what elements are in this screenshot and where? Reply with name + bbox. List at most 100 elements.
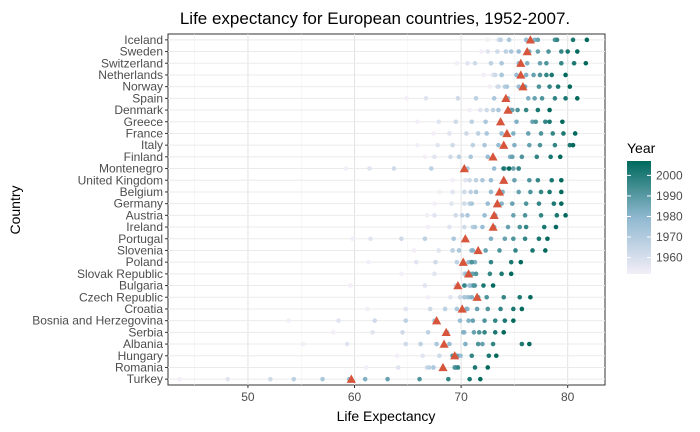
data-point: [515, 107, 520, 113]
data-point: [475, 131, 481, 136]
data-point: [523, 224, 529, 230]
data-point: [527, 341, 532, 347]
data-point: [552, 142, 558, 148]
data-point: [469, 259, 475, 265]
y-tick-label: Denmark: [114, 103, 164, 117]
mean-marker: [499, 175, 509, 184]
data-point: [547, 107, 552, 113]
y-tick-label: Germany: [114, 197, 163, 211]
data-point: [469, 353, 475, 359]
data-point: [451, 236, 456, 242]
data-point: [422, 154, 428, 160]
data-point: [291, 376, 297, 382]
y-tick-label: United Kingdom: [78, 173, 163, 187]
data-point: [455, 96, 461, 101]
y-tick-label: Albania: [123, 337, 163, 351]
data-point: [492, 72, 498, 78]
data-point: [496, 84, 501, 89]
mean-marker: [463, 269, 474, 278]
data-point: [527, 177, 532, 183]
data-point: [501, 294, 507, 300]
data-point: [368, 236, 373, 242]
data-point: [511, 131, 516, 136]
data-point: [499, 72, 504, 78]
data-point: [523, 107, 529, 113]
data-point: [422, 236, 428, 242]
data-point: [469, 201, 475, 206]
x-tick-label: 60: [348, 390, 362, 404]
plot-panel: [167, 33, 606, 386]
data-point: [456, 154, 462, 160]
data-point: [457, 294, 463, 300]
data-point: [462, 283, 467, 288]
mean-marker: [450, 351, 460, 360]
data-point: [343, 166, 349, 171]
data-point: [470, 318, 476, 323]
y-tick-label: Slovak Republic: [77, 267, 163, 281]
x-axis-ticks: 50 60 70 80: [241, 385, 575, 404]
mean-marker: [458, 257, 468, 266]
data-point: [431, 365, 436, 370]
data-point: [499, 131, 504, 136]
data-point: [559, 189, 564, 195]
data-point: [538, 189, 544, 195]
year-legend: Year 1960 1970 1980 1990 2000: [627, 140, 683, 274]
data-point: [523, 201, 529, 206]
data-point: [506, 37, 512, 43]
legend-tick-label: 1990: [656, 189, 683, 203]
data-point: [473, 189, 479, 195]
data-point: [535, 177, 541, 183]
data-point: [432, 213, 437, 218]
data-point: [483, 119, 488, 125]
data-point: [537, 72, 543, 78]
data-points: [177, 37, 590, 382]
mean-marker: [494, 187, 505, 196]
data-point: [423, 96, 429, 101]
data-point: [469, 119, 475, 125]
data-point: [490, 283, 496, 288]
data-point: [472, 224, 478, 230]
data-point: [548, 154, 553, 160]
data-point: [336, 318, 341, 323]
data-point: [468, 189, 474, 195]
data-point: [525, 96, 531, 101]
x-tick-label: 50: [241, 390, 255, 404]
data-point: [506, 166, 512, 171]
data-point: [362, 376, 368, 382]
mean-marker: [473, 245, 483, 255]
data-point: [508, 49, 514, 54]
data-point: [534, 154, 540, 160]
data-point: [523, 72, 529, 78]
data-point: [466, 318, 471, 323]
data-point: [344, 341, 350, 347]
data-point: [486, 353, 492, 359]
data-point: [468, 154, 474, 160]
data-point: [498, 37, 503, 43]
data-point: [476, 330, 482, 335]
data-point: [533, 119, 539, 125]
data-point: [544, 60, 549, 66]
data-point: [465, 60, 470, 66]
mean-marker: [495, 117, 506, 126]
data-point: [467, 107, 472, 113]
data-point: [511, 318, 516, 323]
data-point: [536, 84, 542, 89]
data-point: [363, 365, 369, 370]
data-point: [472, 60, 478, 66]
data-point: [482, 142, 487, 148]
data-point: [539, 96, 545, 101]
data-point: [491, 96, 497, 101]
data-point: [473, 271, 479, 277]
data-point: [447, 224, 452, 230]
data-point: [463, 341, 468, 347]
data-point: [537, 60, 543, 66]
y-tick-label: Finland: [124, 150, 163, 164]
data-point: [459, 213, 465, 218]
data-point: [553, 224, 559, 230]
data-point: [552, 96, 558, 101]
data-point: [493, 353, 499, 359]
mean-marker: [439, 339, 449, 348]
data-point: [571, 60, 577, 66]
data-point: [454, 306, 460, 312]
data-point: [514, 119, 519, 125]
